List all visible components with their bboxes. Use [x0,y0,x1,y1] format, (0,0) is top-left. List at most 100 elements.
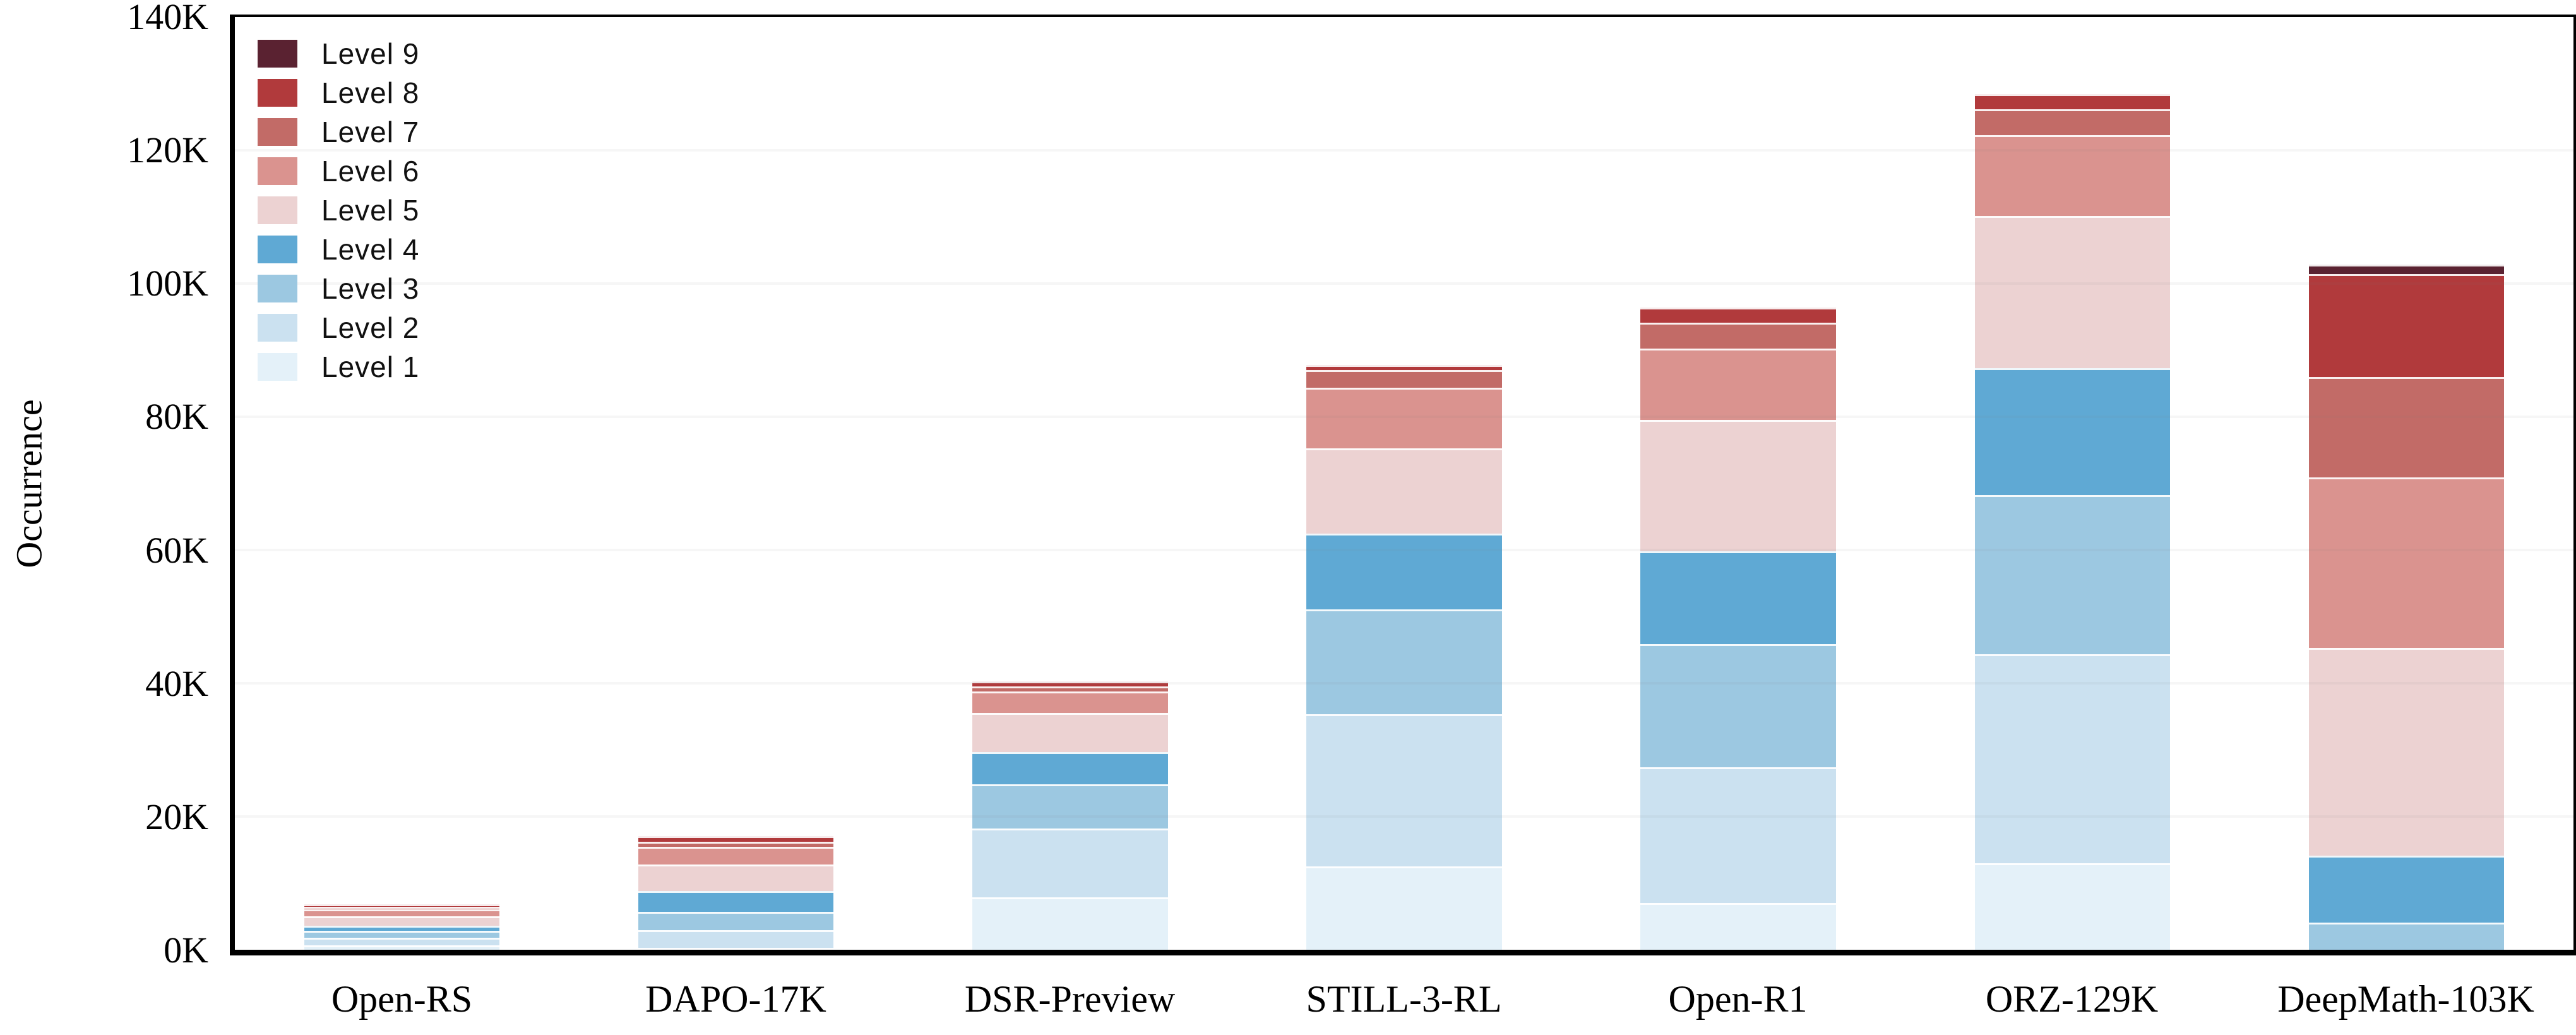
legend-swatch-level-1 [258,353,297,381]
bar-segment-DeepMath-103K-level-9 [2308,265,2505,274]
bar-segment-Open-RS-level-7 [304,907,500,910]
bar-slot-STILL-3-RL [1237,17,1571,950]
legend-label: Level 2 [321,311,420,344]
bar-segment-DAPO-17K-level-8 [638,836,834,842]
bar-segment-STILL-3-RL-level-3 [1306,609,1502,714]
bar-segment-STILL-3-RL-level-5 [1306,448,1502,534]
legend-swatch-level-5 [258,196,297,224]
legend-item-level-5: Level 5 [258,194,420,227]
bar-segment-Open-R1-level-6 [1640,348,1836,420]
bar-segment-DAPO-17K-level-2 [638,930,834,948]
legend-swatch-level-9 [258,40,297,68]
bar-segment-STILL-3-RL-level-4 [1306,533,1502,609]
bars-container [235,17,2573,950]
bar-segment-STILL-3-RL-level-6 [1306,388,1502,448]
y-tick-label: 80K [145,396,208,438]
category-label-DeepMath-103K: DeepMath-103K [2277,978,2534,1020]
bar-segment-Open-R1-level-2 [1640,767,1836,903]
bar-segment-ORZ-129K-level-4 [1974,368,2171,495]
stacked-bar-Open-RS [304,17,500,950]
legend-label: Level 3 [321,272,420,305]
bar-segment-ORZ-129K-level-7 [1974,109,2171,135]
bar-slot-DeepMath-103K [2239,17,2573,950]
bar-segment-DeepMath-103K-level-4 [2308,855,2505,923]
bar-segment-DAPO-17K-level-7 [638,841,834,847]
bar-segment-DSR-Preview-level-4 [972,751,1168,784]
legend-label: Level 1 [321,350,420,383]
category-label-DAPO-17K: DAPO-17K [645,978,826,1020]
legend-item-level-9: Level 9 [258,37,420,70]
stacked-bar-DSR-Preview [972,17,1168,950]
bar-segment-DeepMath-103K-level-8 [2308,273,2505,377]
stacked-bar-DAPO-17K [638,17,834,950]
bar-segment-ORZ-129K-level-3 [1974,494,2171,655]
bar-slot-ORZ-129K [1905,17,2239,950]
x-axis-labels: Open-RS DAPO-17K DSR-Preview STILL-3-RL Open… [235,978,2573,1021]
bar-segment-STILL-3-RL-level-2 [1306,714,1502,867]
legend-label: Level 9 [321,37,420,70]
legend-label: Level 5 [321,194,420,227]
bar-segment-ORZ-129K-level-1 [1974,863,2171,950]
bar-segment-DSR-Preview-level-6 [972,691,1168,713]
stacked-bar-DeepMath-103K [2308,17,2505,950]
bar-segment-DeepMath-103K-level-5 [2308,648,2505,856]
category-label-Open-RS: Open-RS [331,978,473,1020]
legend-item-level-8: Level 8 [258,76,420,109]
plot-area: Level 9 Level 8 Level 7 Level 6 Level 5 Level… [230,15,2576,955]
bar-segment-STILL-3-RL-level-1 [1306,866,1502,950]
bar-slot-DAPO-17K [569,17,903,950]
bar-segment-Open-RS-level-5 [304,916,500,926]
y-tick-label: 100K [127,263,208,304]
bar-slot-Open-R1 [1571,17,1905,950]
bar-segment-ORZ-129K-level-2 [1974,654,2171,864]
legend-swatch-level-2 [258,314,297,342]
bar-segment-Open-RS-level-3 [304,930,500,938]
legend-label: Level 4 [321,233,420,266]
bar-segment-Open-R1-level-4 [1640,551,1836,644]
bar-segment-DSR-Preview-level-2 [972,829,1168,897]
legend-label: Level 7 [321,116,420,148]
legend-label: Level 8 [321,76,420,109]
legend: Level 9 Level 8 Level 7 Level 6 Level 5 Level… [258,37,420,392]
bar-segment-DSR-Preview-level-5 [972,712,1168,752]
category-label-DSR-Preview: DSR-Preview [964,978,1176,1020]
bar-slot-Open-RS [235,17,569,950]
legend-item-level-7: Level 7 [258,116,420,148]
y-axis-ticks: 0K 20K 40K 60K 80K 100K 120K 140K [0,0,208,969]
bar-segment-DAPO-17K-level-5 [638,864,834,891]
bar-segment-Open-RS-level-4 [304,925,500,931]
legend-swatch-level-8 [258,79,297,107]
bar-segment-STILL-3-RL-level-8 [1306,365,1502,371]
bar-segment-Open-R1-level-8 [1640,307,1836,323]
legend-item-level-3: Level 3 [258,272,419,305]
y-tick-label: 120K [127,129,208,171]
bar-segment-DeepMath-103K-level-3 [2308,922,2505,950]
bar-segment-ORZ-129K-level-5 [1974,215,2171,368]
bar-segment-DeepMath-103K-level-6 [2308,477,2505,649]
legend-item-level-4: Level 4 [258,233,419,266]
legend-item-level-1: Level 1 [258,350,420,383]
bar-segment-ORZ-129K-level-6 [1974,135,2171,216]
bar-segment-ORZ-129K-level-8 [1974,94,2171,110]
stacked-bar-Open-R1 [1640,17,1836,950]
y-tick-label: 140K [127,0,208,37]
category-label-Open-R1: Open-R1 [1668,978,1808,1020]
bar-segment-DAPO-17K-level-1 [638,948,834,950]
legend-swatch-level-6 [258,157,297,185]
legend-swatch-level-3 [258,275,297,302]
bar-segment-Open-R1-level-1 [1640,902,1836,950]
bar-segment-DAPO-17K-level-3 [638,911,834,930]
legend-item-level-6: Level 6 [258,155,420,188]
legend-label: Level 6 [321,155,420,188]
bar-segment-Open-RS-level-6 [304,909,500,916]
bar-segment-DSR-Preview-level-8 [972,681,1168,687]
bar-slot-DSR-Preview [903,17,1237,950]
bar-segment-STILL-3-RL-level-7 [1306,370,1502,388]
bar-segment-DeepMath-103K-level-7 [2308,376,2505,477]
stacked-bar-STILL-3-RL [1306,17,1502,950]
bar-segment-Open-RS-level-1 [304,945,500,950]
bar-segment-Open-RS-level-8 [304,904,500,907]
bar-segment-DSR-Preview-level-3 [972,784,1168,829]
legend-swatch-level-7 [258,118,297,146]
bar-segment-DAPO-17K-level-4 [638,890,834,912]
